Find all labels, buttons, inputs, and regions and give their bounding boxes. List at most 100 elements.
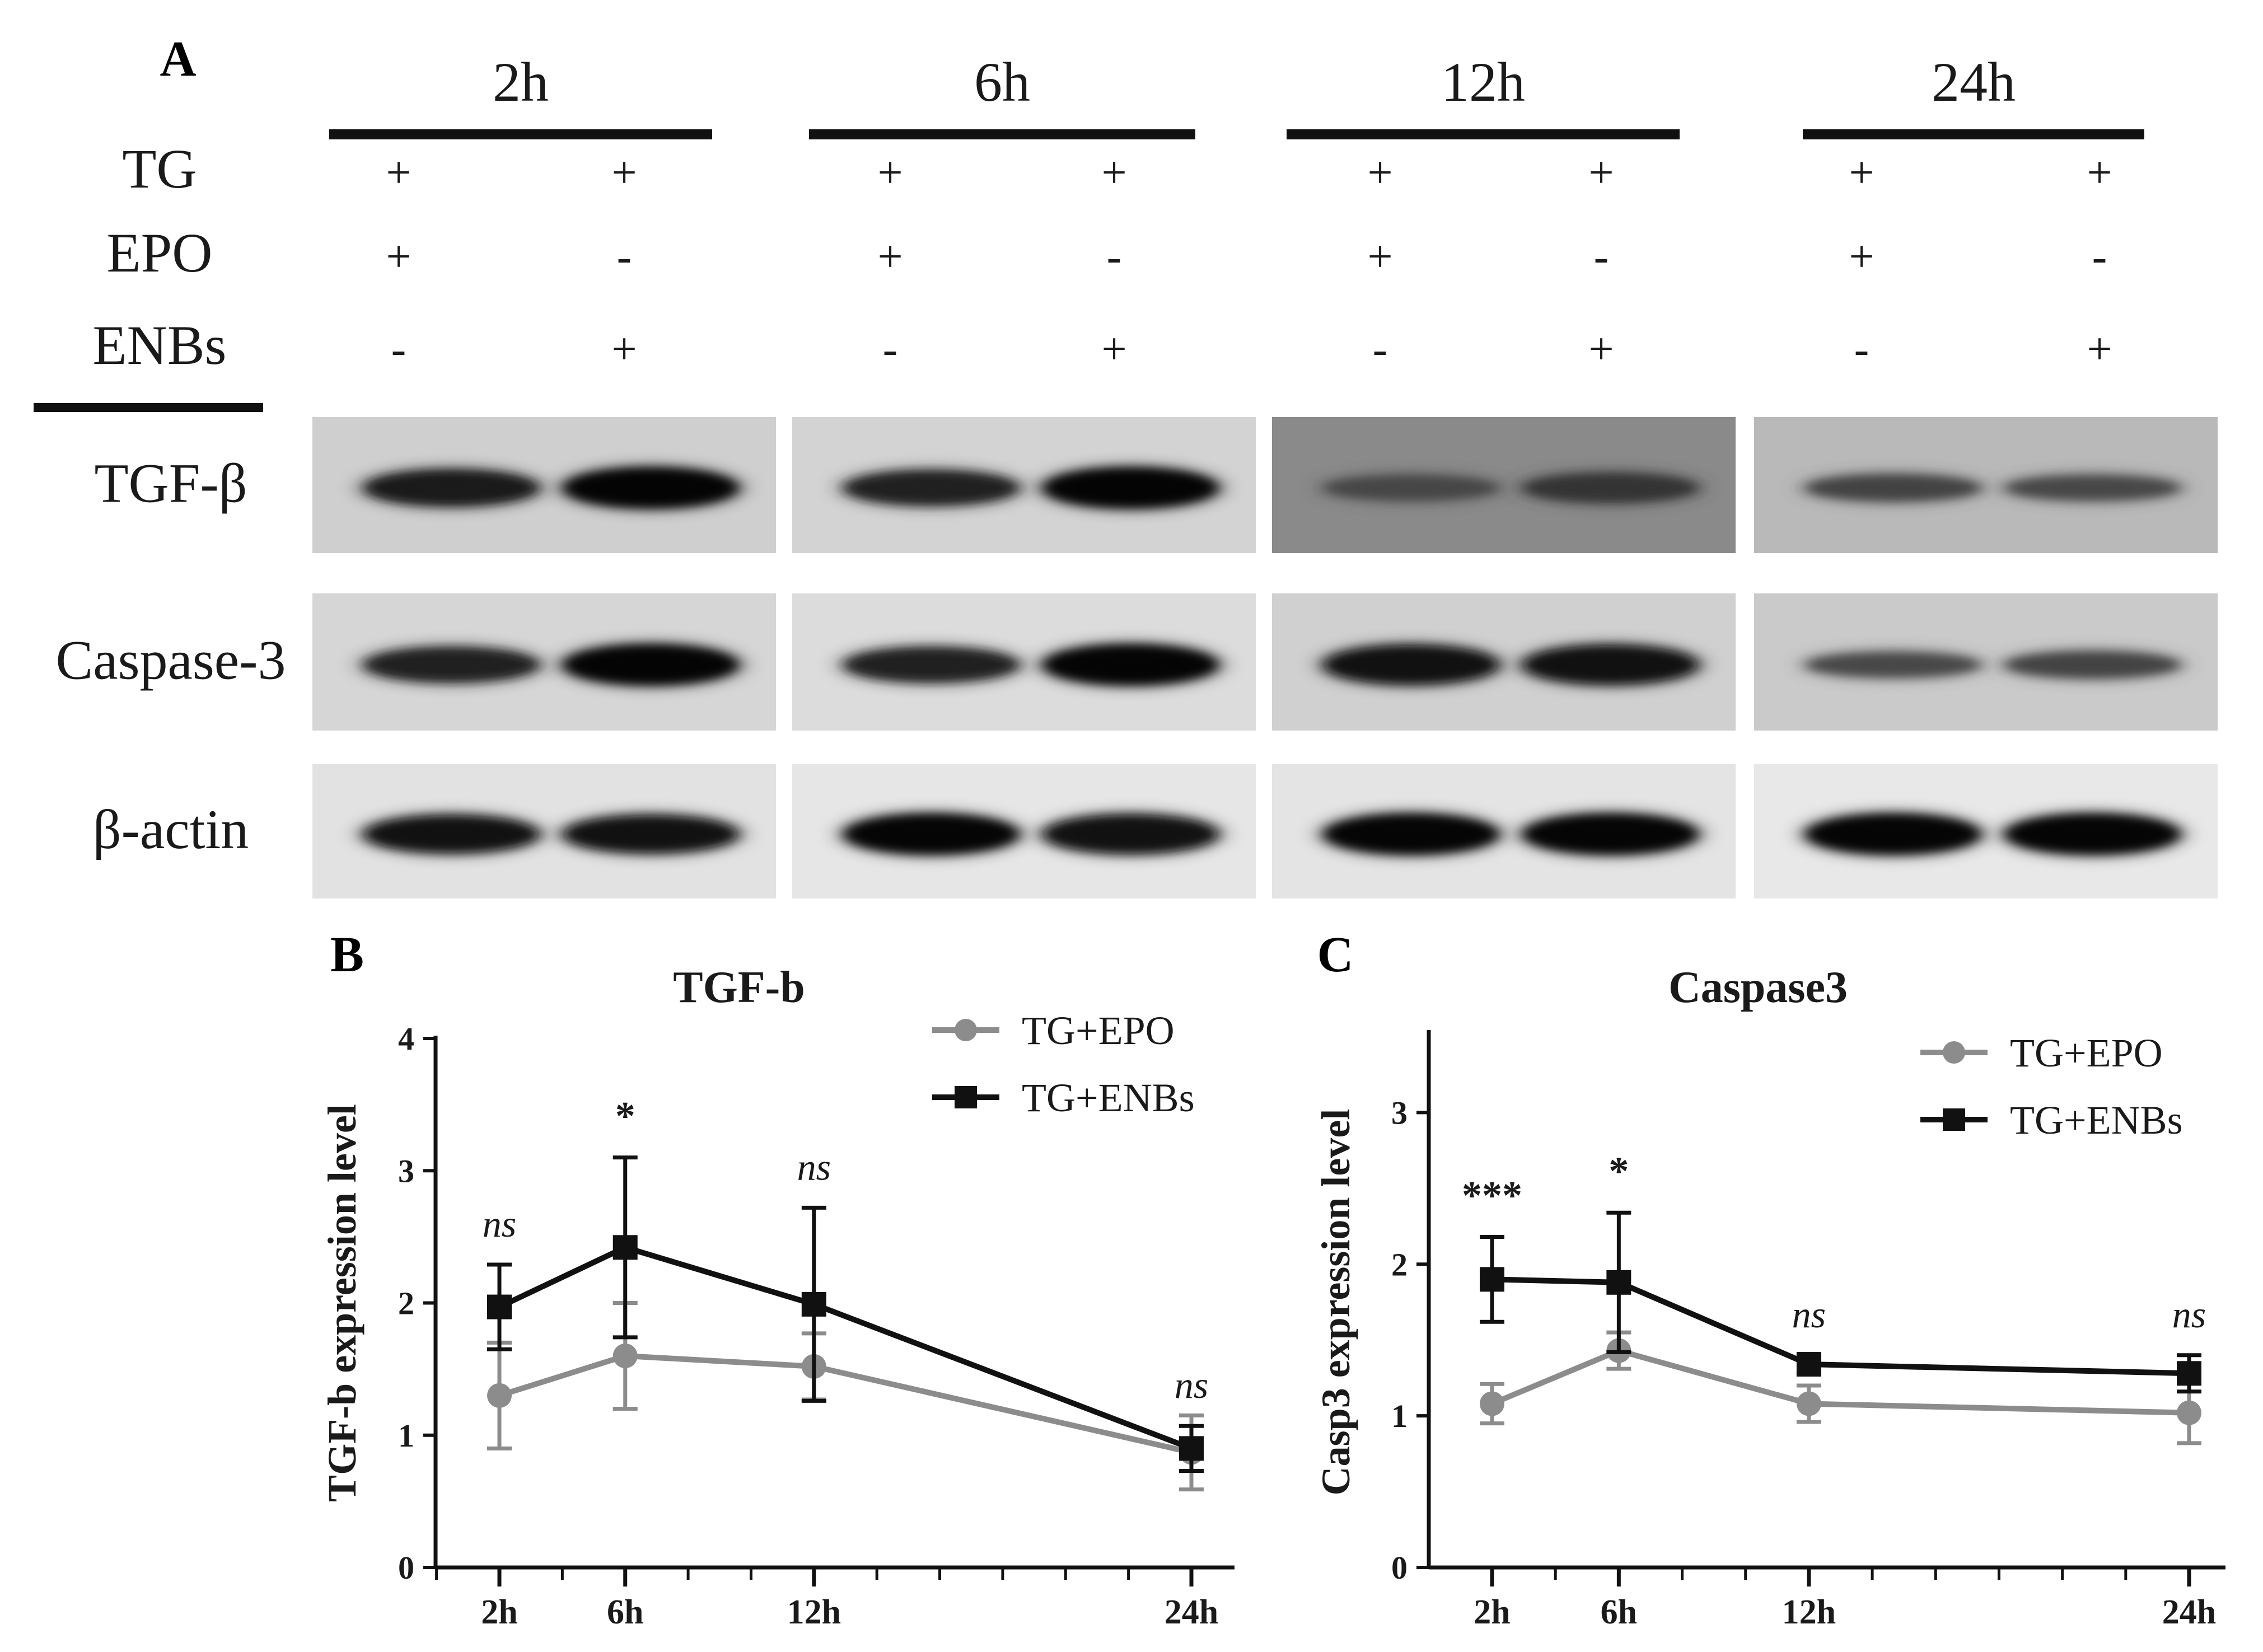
blot-band	[1044, 815, 1218, 853]
treatment-label: EPO	[107, 222, 213, 284]
legend-label: TG+ENBs	[1022, 1075, 1195, 1120]
blot-band	[364, 816, 539, 853]
x-tick-label: 12h	[1782, 1593, 1836, 1631]
blot-band	[1806, 475, 1980, 500]
western-blot: 2h 6h 12h 24h TG + + + + + + + + EPO + - + - + - + - ENBs - + - + -…	[34, 51, 2218, 898]
treatment-sign: +	[1849, 232, 1874, 282]
blot-band	[1523, 645, 1698, 684]
treatment-sign: -	[1854, 325, 1869, 374]
legend-label: TG+ENBs	[2010, 1098, 2183, 1143]
treatment-sign: +	[1849, 148, 1874, 198]
blot-band	[844, 648, 1018, 682]
significance-label: ns	[1792, 1293, 1826, 1336]
blot-band	[844, 471, 1018, 505]
data-point-square	[1796, 1352, 1821, 1377]
chart-title: TGF-b	[673, 963, 805, 1012]
data-point-square	[487, 1294, 512, 1319]
treatment-sign: -	[391, 325, 406, 374]
treatment-sign: +	[1588, 148, 1614, 198]
treatment-sign: +	[1367, 148, 1392, 198]
legend-marker-circle	[955, 1019, 977, 1041]
treatment-sign: +	[386, 232, 411, 282]
treatment-sign: +	[877, 232, 903, 282]
series-line	[1491, 1347, 2190, 1416]
y-tick-label: 2	[398, 1285, 414, 1322]
blot-band	[1806, 653, 1980, 677]
treatment-label: TG	[122, 138, 197, 200]
treatment-label: ENBs	[93, 314, 227, 376]
data-point-circle	[487, 1383, 512, 1408]
blot-band	[564, 645, 738, 685]
blot-band	[1523, 474, 1698, 502]
significance-label: ns	[797, 1145, 831, 1188]
data-point-square	[2177, 1361, 2201, 1386]
blot-band	[1523, 815, 1698, 854]
legend-label: TG+EPO	[1022, 1008, 1175, 1053]
data-point-square	[1480, 1267, 1504, 1292]
timepoint-label: 2h	[493, 51, 549, 113]
treatment-sign: +	[611, 325, 637, 374]
blot-band	[2005, 476, 2180, 500]
treatment-sign: -	[1107, 232, 1122, 282]
y-tick-label: 1	[398, 1417, 414, 1454]
treatment-sign: +	[1367, 232, 1392, 282]
significance-label: *	[1609, 1149, 1629, 1194]
data-point-circle	[1796, 1391, 1821, 1416]
treatment-sign: -	[617, 232, 632, 282]
series-line	[498, 1244, 1193, 1452]
tgf-b-chart: TGF-b TGF-b expression level 0 1 2 3 4 2h 6h 12h 2…	[320, 963, 1235, 1631]
blot-band	[564, 468, 738, 508]
x-tick-label: 24h	[2162, 1593, 2216, 1631]
treatment-sign: +	[611, 148, 637, 198]
protein-label: β-actin	[93, 798, 249, 860]
x-tick-label: 6h	[607, 1593, 643, 1631]
timepoint-label: 6h	[974, 51, 1030, 113]
blot-band	[1324, 645, 1498, 684]
significance-label: ns	[2172, 1293, 2206, 1336]
blot-band	[844, 815, 1018, 854]
blot-band	[364, 648, 539, 682]
y-tick-label: 0	[1391, 1550, 1408, 1586]
data-point-square	[612, 1235, 638, 1260]
blot-band	[1324, 476, 1498, 500]
blot-band	[1324, 815, 1498, 854]
caspase3-chart: Caspase3 Casp3 expression level 0 1 2 3 2h 6h 12…	[1313, 963, 2225, 1631]
treatment-sign: -	[2092, 232, 2107, 282]
significance-label: *	[615, 1094, 635, 1139]
timepoint-label: 24h	[1932, 51, 2016, 113]
panel-a-letter: A	[160, 31, 197, 87]
series-line	[498, 1353, 1193, 1456]
panel-b-letter: B	[330, 927, 364, 982]
series-line	[1491, 1276, 2190, 1377]
y-tick-label: 3	[398, 1153, 414, 1189]
significance-label: ns	[1175, 1364, 1208, 1406]
y-tick-label: 3	[1391, 1094, 1408, 1131]
y-tick-label: 1	[1391, 1398, 1408, 1434]
legend-marker-square	[1943, 1108, 1965, 1131]
x-tick-label: 2h	[1474, 1593, 1510, 1631]
x-tick-label: 2h	[481, 1593, 517, 1631]
data-point-square	[1179, 1436, 1204, 1461]
blot-band	[1044, 645, 1218, 685]
treatment-sign: +	[1588, 325, 1614, 374]
data-point-square	[801, 1291, 826, 1317]
chart-title: Caspase3	[1668, 963, 1848, 1012]
treatment-sign: -	[1373, 325, 1388, 374]
treatment-sign: +	[1101, 148, 1126, 198]
blot-band	[2005, 815, 2180, 854]
blot-band	[1044, 468, 1218, 508]
y-tick-label: 0	[398, 1550, 414, 1586]
legend-marker-square	[955, 1086, 977, 1108]
significance-label: ns	[483, 1202, 516, 1245]
panel-c-letter: C	[1317, 927, 1354, 982]
treatment-sign: -	[883, 325, 898, 374]
treatment-sign: +	[386, 148, 411, 198]
y-tick-label: 4	[398, 1021, 414, 1057]
treatment-sign: +	[2087, 325, 2112, 374]
legend-marker-circle	[1943, 1041, 1965, 1064]
blot-band	[564, 816, 738, 853]
data-point-circle	[612, 1344, 638, 1368]
data-point-circle	[2177, 1400, 2201, 1425]
treatment-sign: -	[1594, 232, 1609, 282]
